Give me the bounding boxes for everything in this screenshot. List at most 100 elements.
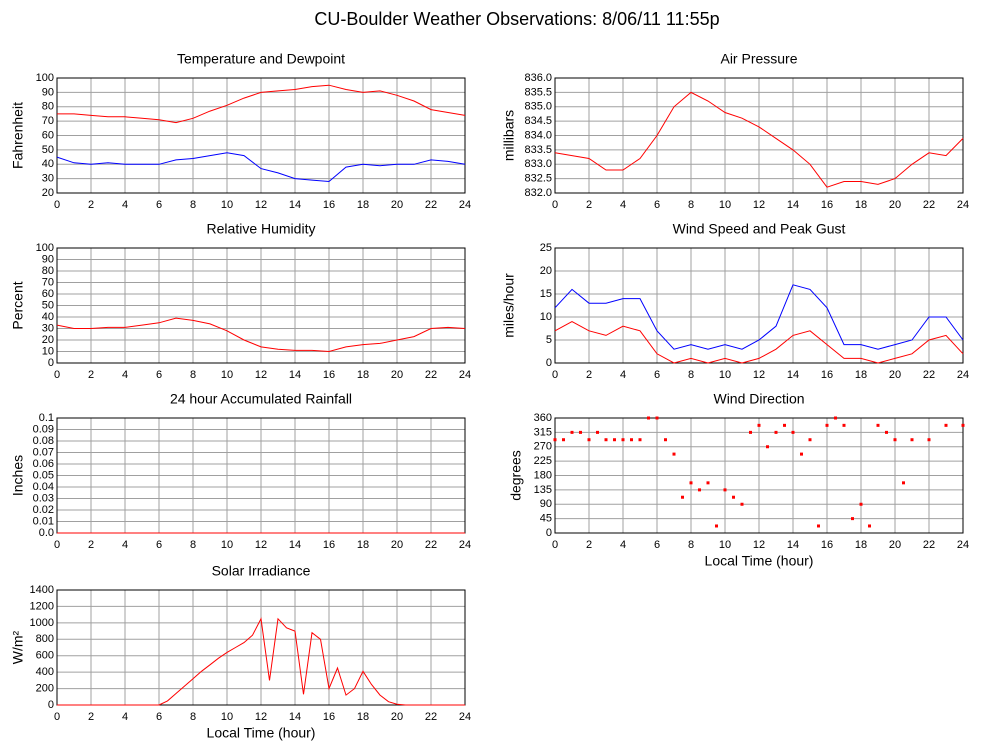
x-tick-label: 18 [357, 369, 369, 381]
x-tick-label: 16 [323, 539, 335, 551]
point [842, 423, 846, 427]
x-tick-label: 18 [855, 199, 867, 211]
x-tick-label: 4 [620, 369, 626, 381]
x-tick-label: 24 [459, 711, 471, 723]
x-tick-label: 4 [620, 539, 626, 551]
x-tick-label: 4 [122, 199, 128, 211]
x-tick-label: 8 [688, 369, 694, 381]
chart-title: Solar Irradiance [212, 563, 311, 579]
x-tick-label: 8 [688, 539, 694, 551]
y-tick-label: 836.0 [524, 72, 552, 84]
y-tick-label: 0.06 [33, 458, 54, 470]
y-tick-label: 835.0 [524, 101, 552, 113]
y-tick-label: 90 [540, 498, 552, 510]
x-tick-label: 14 [787, 539, 799, 551]
x-tick-label: 22 [425, 711, 437, 723]
point [800, 452, 803, 456]
point [868, 524, 871, 528]
x-tick-label: 6 [654, 539, 660, 551]
x-tick-label: 10 [221, 711, 233, 723]
x-tick-label: 24 [957, 369, 969, 381]
y-tick-label: 45 [540, 513, 552, 525]
x-tick-label: 4 [122, 711, 128, 723]
point [689, 481, 693, 485]
point [885, 430, 888, 434]
x-tick-label: 18 [855, 369, 867, 381]
x-tick-label: 6 [654, 369, 660, 381]
point [910, 438, 914, 442]
y-tick-label: 360 [534, 412, 552, 424]
chart-title: Air Pressure [720, 51, 797, 67]
point [672, 452, 676, 456]
x-tick-label: 16 [821, 539, 833, 551]
x-tick-label: 0 [54, 711, 60, 723]
x-tick-label: 2 [88, 369, 94, 381]
x-tick-label: 24 [957, 539, 969, 551]
point [808, 438, 812, 442]
x-tick-label: 16 [821, 199, 833, 211]
x-tick-label: 8 [190, 711, 196, 723]
y-tick-label: 0 [48, 699, 54, 711]
x-tick-label: 10 [719, 369, 731, 381]
point [587, 438, 591, 442]
y-tick-label: 835.5 [524, 86, 552, 98]
x-tick-label: 2 [586, 539, 592, 551]
x-tick-label: 16 [323, 711, 335, 723]
x-tick-label: 18 [357, 199, 369, 211]
x-axis-label: Local Time (hour) [207, 725, 316, 741]
plot-frame [56, 589, 466, 706]
x-tick-label: 20 [391, 539, 403, 551]
x-tick-label: 22 [923, 369, 935, 381]
x-tick-label: 6 [156, 711, 162, 723]
point [927, 438, 931, 442]
y-tick-label: 50 [42, 299, 54, 311]
x-tick-label: 16 [821, 369, 833, 381]
point [817, 524, 820, 528]
x-tick-label: 12 [753, 199, 765, 211]
y-tick-label: 1400 [30, 584, 54, 596]
point [562, 438, 565, 442]
x-axis-label: Local Time (hour) [705, 553, 814, 569]
x-tick-label: 24 [957, 199, 969, 211]
y-tick-label: 40 [42, 158, 54, 170]
y-tick-label: 315 [534, 426, 552, 438]
y-tick-label: 135 [534, 484, 552, 496]
y-tick-label: 5 [546, 334, 552, 346]
point [783, 423, 786, 427]
y-tick-label: 20 [42, 187, 54, 199]
x-tick-label: 20 [391, 711, 403, 723]
point [621, 438, 625, 442]
series-line [57, 84, 466, 124]
point [647, 416, 650, 420]
y-tick-label: 10 [540, 311, 552, 323]
x-tick-label: 14 [787, 369, 799, 381]
point [876, 423, 880, 427]
y-tick-label: 225 [534, 455, 552, 467]
y-axis-label: millibars [501, 110, 517, 161]
x-tick-label: 16 [323, 369, 335, 381]
y-tick-label: 40 [42, 311, 54, 323]
series-line [56, 317, 466, 353]
y-tick-label: 833.5 [524, 144, 552, 156]
page-title: CU-Boulder Weather Observations: 8/06/11… [314, 9, 719, 29]
point [596, 430, 599, 434]
x-tick-label: 10 [221, 539, 233, 551]
chart-title: Wind Speed and Peak Gust [673, 221, 846, 237]
y-tick-label: 832.5 [524, 173, 552, 185]
y-tick-label: 30 [42, 322, 54, 334]
x-tick-label: 20 [889, 539, 901, 551]
series-line [554, 91, 964, 188]
y-tick-label: 20 [42, 334, 54, 346]
x-tick-label: 22 [425, 539, 437, 551]
plot-frame [554, 417, 964, 534]
point [579, 430, 582, 434]
chart-title: Wind Direction [713, 391, 804, 407]
y-axis-label: Percent [10, 281, 26, 329]
point [681, 495, 684, 499]
y-axis-label: miles/hour [501, 273, 517, 338]
x-tick-label: 10 [221, 199, 233, 211]
x-tick-label: 0 [54, 369, 60, 381]
x-tick-label: 10 [719, 539, 731, 551]
y-tick-label: 0.0 [39, 527, 54, 539]
